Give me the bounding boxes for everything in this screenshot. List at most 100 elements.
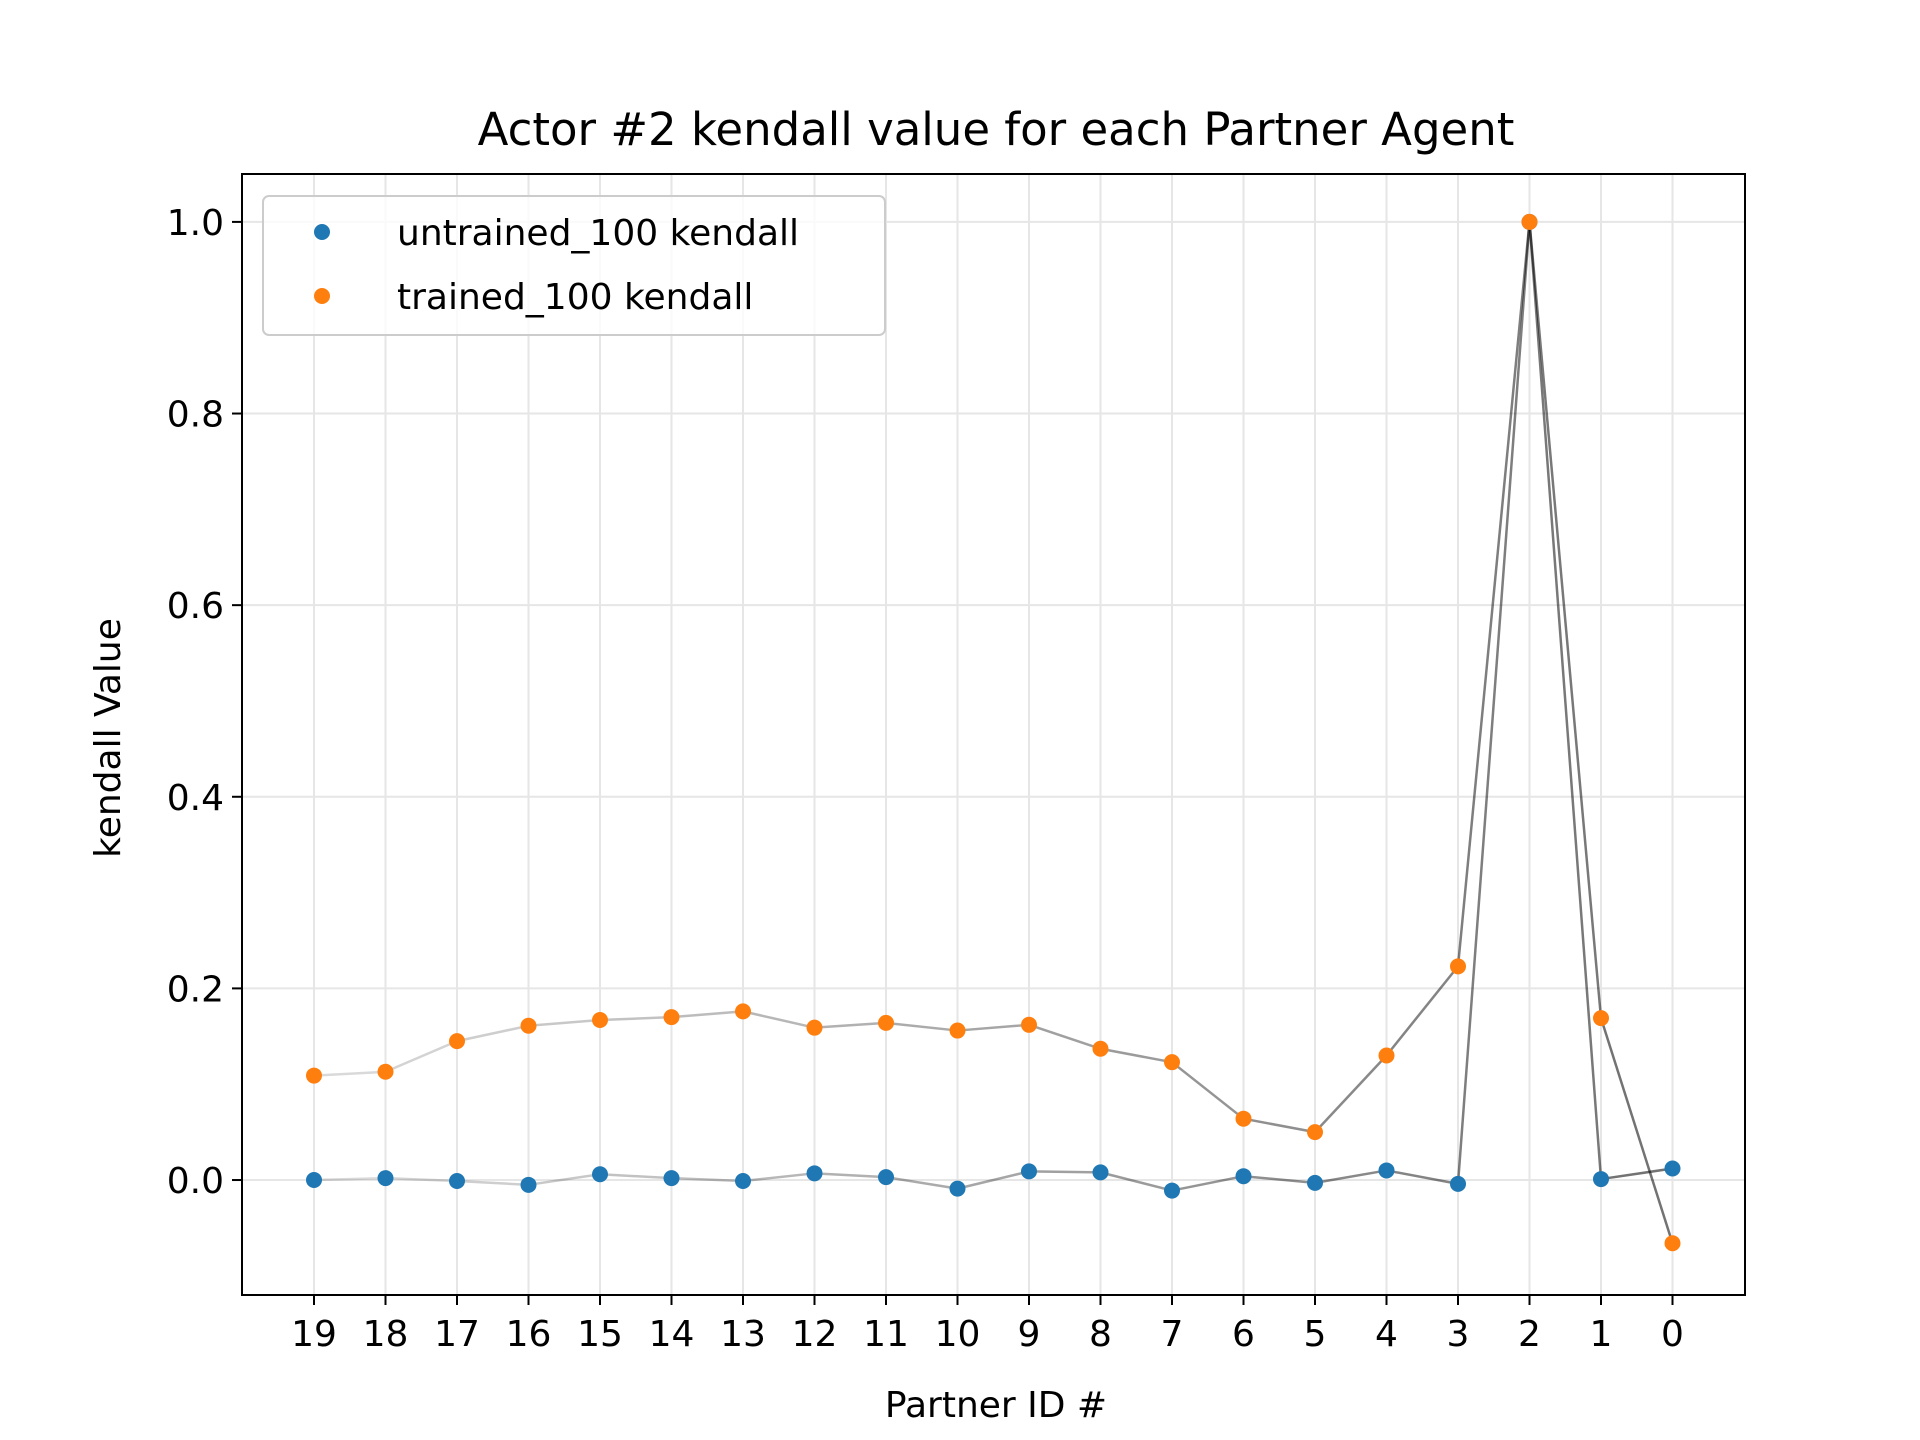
data-point [1593, 1171, 1609, 1188]
y-tick-label: 0.2 [167, 969, 224, 1010]
x-tick-label: 18 [363, 1314, 409, 1355]
connector-segment [599, 1173, 672, 1180]
connector-segment [528, 1018, 601, 1028]
data-point [306, 1172, 322, 1189]
data-point [1021, 1163, 1037, 1180]
data-point [806, 1019, 823, 1036]
data-point [377, 1170, 394, 1187]
connector-segment [1171, 1174, 1244, 1192]
connector-segment [814, 1172, 887, 1179]
x-axis-ticks: 19 18 17 16 15 14 13 12 11 10 9 8 7 6 5 4 3 2 1 0 [291, 1295, 1684, 1355]
connector-segment [885, 1021, 958, 1032]
data-point [1593, 1010, 1609, 1027]
connector-segment [957, 1023, 1030, 1032]
connector-segment [742, 1010, 815, 1029]
connector-segment [1100, 1171, 1173, 1192]
connector-segment [313, 1176, 386, 1182]
x-tick-label: 3 [1447, 1314, 1470, 1355]
y-tick-label: 0.0 [167, 1161, 224, 1202]
y-tick-label: 0.8 [167, 395, 224, 436]
x-tick-label: 10 [935, 1314, 981, 1355]
connector-lines [313, 221, 1674, 1244]
data-point [1235, 1110, 1252, 1127]
x-tick-label: 9 [1018, 1314, 1041, 1355]
legend-label: untrained_100 kendall [397, 213, 799, 254]
connector-segment [1386, 1169, 1459, 1186]
data-point [1307, 1124, 1323, 1141]
x-tick-label: 11 [863, 1314, 909, 1355]
data-point [377, 1063, 394, 1080]
x-tick-label: 14 [649, 1314, 695, 1355]
data-point [1664, 1160, 1681, 1177]
connector-segment [957, 1170, 1030, 1190]
x-tick-label: 16 [506, 1314, 552, 1355]
x-tick-label: 7 [1161, 1314, 1184, 1355]
data-point [878, 1014, 894, 1031]
grid [242, 174, 1745, 1295]
connector-segment [1171, 1061, 1245, 1120]
data-point [806, 1165, 823, 1182]
data-point [1021, 1016, 1037, 1033]
data-point [1450, 958, 1466, 975]
data-point [520, 1017, 537, 1034]
connector-segment [1600, 1167, 1673, 1181]
data-point [449, 1172, 465, 1189]
connector-segment [671, 1010, 744, 1019]
x-axis-label: Partner ID # [885, 1385, 1107, 1426]
connector-segment [742, 1172, 815, 1183]
x-tick-label: 6 [1232, 1314, 1255, 1355]
legend-frame [262, 195, 886, 336]
data-point [306, 1067, 322, 1084]
y-tick-label: 0.4 [167, 778, 224, 819]
connector-segment [1599, 1017, 1674, 1244]
legend-marker [314, 224, 330, 240]
connector-segment [885, 1175, 958, 1190]
data-point [1092, 1040, 1109, 1057]
connector-segment [1243, 1117, 1316, 1134]
y-tick-label: 0.6 [167, 586, 224, 627]
x-tick-label: 12 [792, 1314, 838, 1355]
connector-segment [1314, 1054, 1388, 1133]
connector-segment [1028, 1023, 1101, 1050]
plot-frame [241, 173, 1746, 1296]
data-point [1307, 1174, 1323, 1191]
data-point [1378, 1047, 1395, 1064]
data-point [1235, 1168, 1252, 1185]
connector-segment [1528, 221, 1603, 1180]
connector-segment [1456, 221, 1531, 967]
data-point [1164, 1054, 1180, 1071]
data-point [1664, 1235, 1681, 1252]
data-point [735, 1003, 751, 1020]
data-point [949, 1022, 966, 1039]
x-tick-label: 13 [720, 1314, 766, 1355]
x-tick-label: 15 [577, 1314, 623, 1355]
data-point [1521, 213, 1538, 230]
x-tick-label: 8 [1089, 1314, 1112, 1355]
connector-segment [456, 1024, 529, 1043]
data-points [306, 213, 1681, 1252]
connector-segment [1528, 221, 1603, 1019]
connector-segment [1028, 1170, 1101, 1174]
data-point [449, 1033, 465, 1050]
x-tick-label: 0 [1661, 1314, 1684, 1355]
data-point [735, 1172, 751, 1189]
connector-segment [385, 1176, 458, 1183]
y-tick-label: 1.0 [167, 203, 224, 244]
y-axis-label: kendall Value [88, 618, 129, 858]
x-tick-label: 4 [1375, 1314, 1398, 1355]
data-point [520, 1176, 537, 1193]
data-point [949, 1180, 966, 1197]
data-point [592, 1166, 608, 1183]
chart-title: Actor #2 kendall value for each Partner … [478, 103, 1515, 156]
connector-segment [1100, 1047, 1173, 1064]
connector-segment [814, 1021, 887, 1029]
x-tick-label: 2 [1518, 1314, 1541, 1355]
data-point [1164, 1182, 1180, 1199]
x-tick-label: 5 [1304, 1314, 1327, 1355]
legend: untrained_100 kendall trained_100 kendall [262, 195, 886, 336]
connector-segment [385, 1039, 458, 1073]
connector-segment [599, 1015, 672, 1022]
connector-segment [1314, 1169, 1387, 1185]
x-tick-label: 17 [434, 1314, 480, 1355]
